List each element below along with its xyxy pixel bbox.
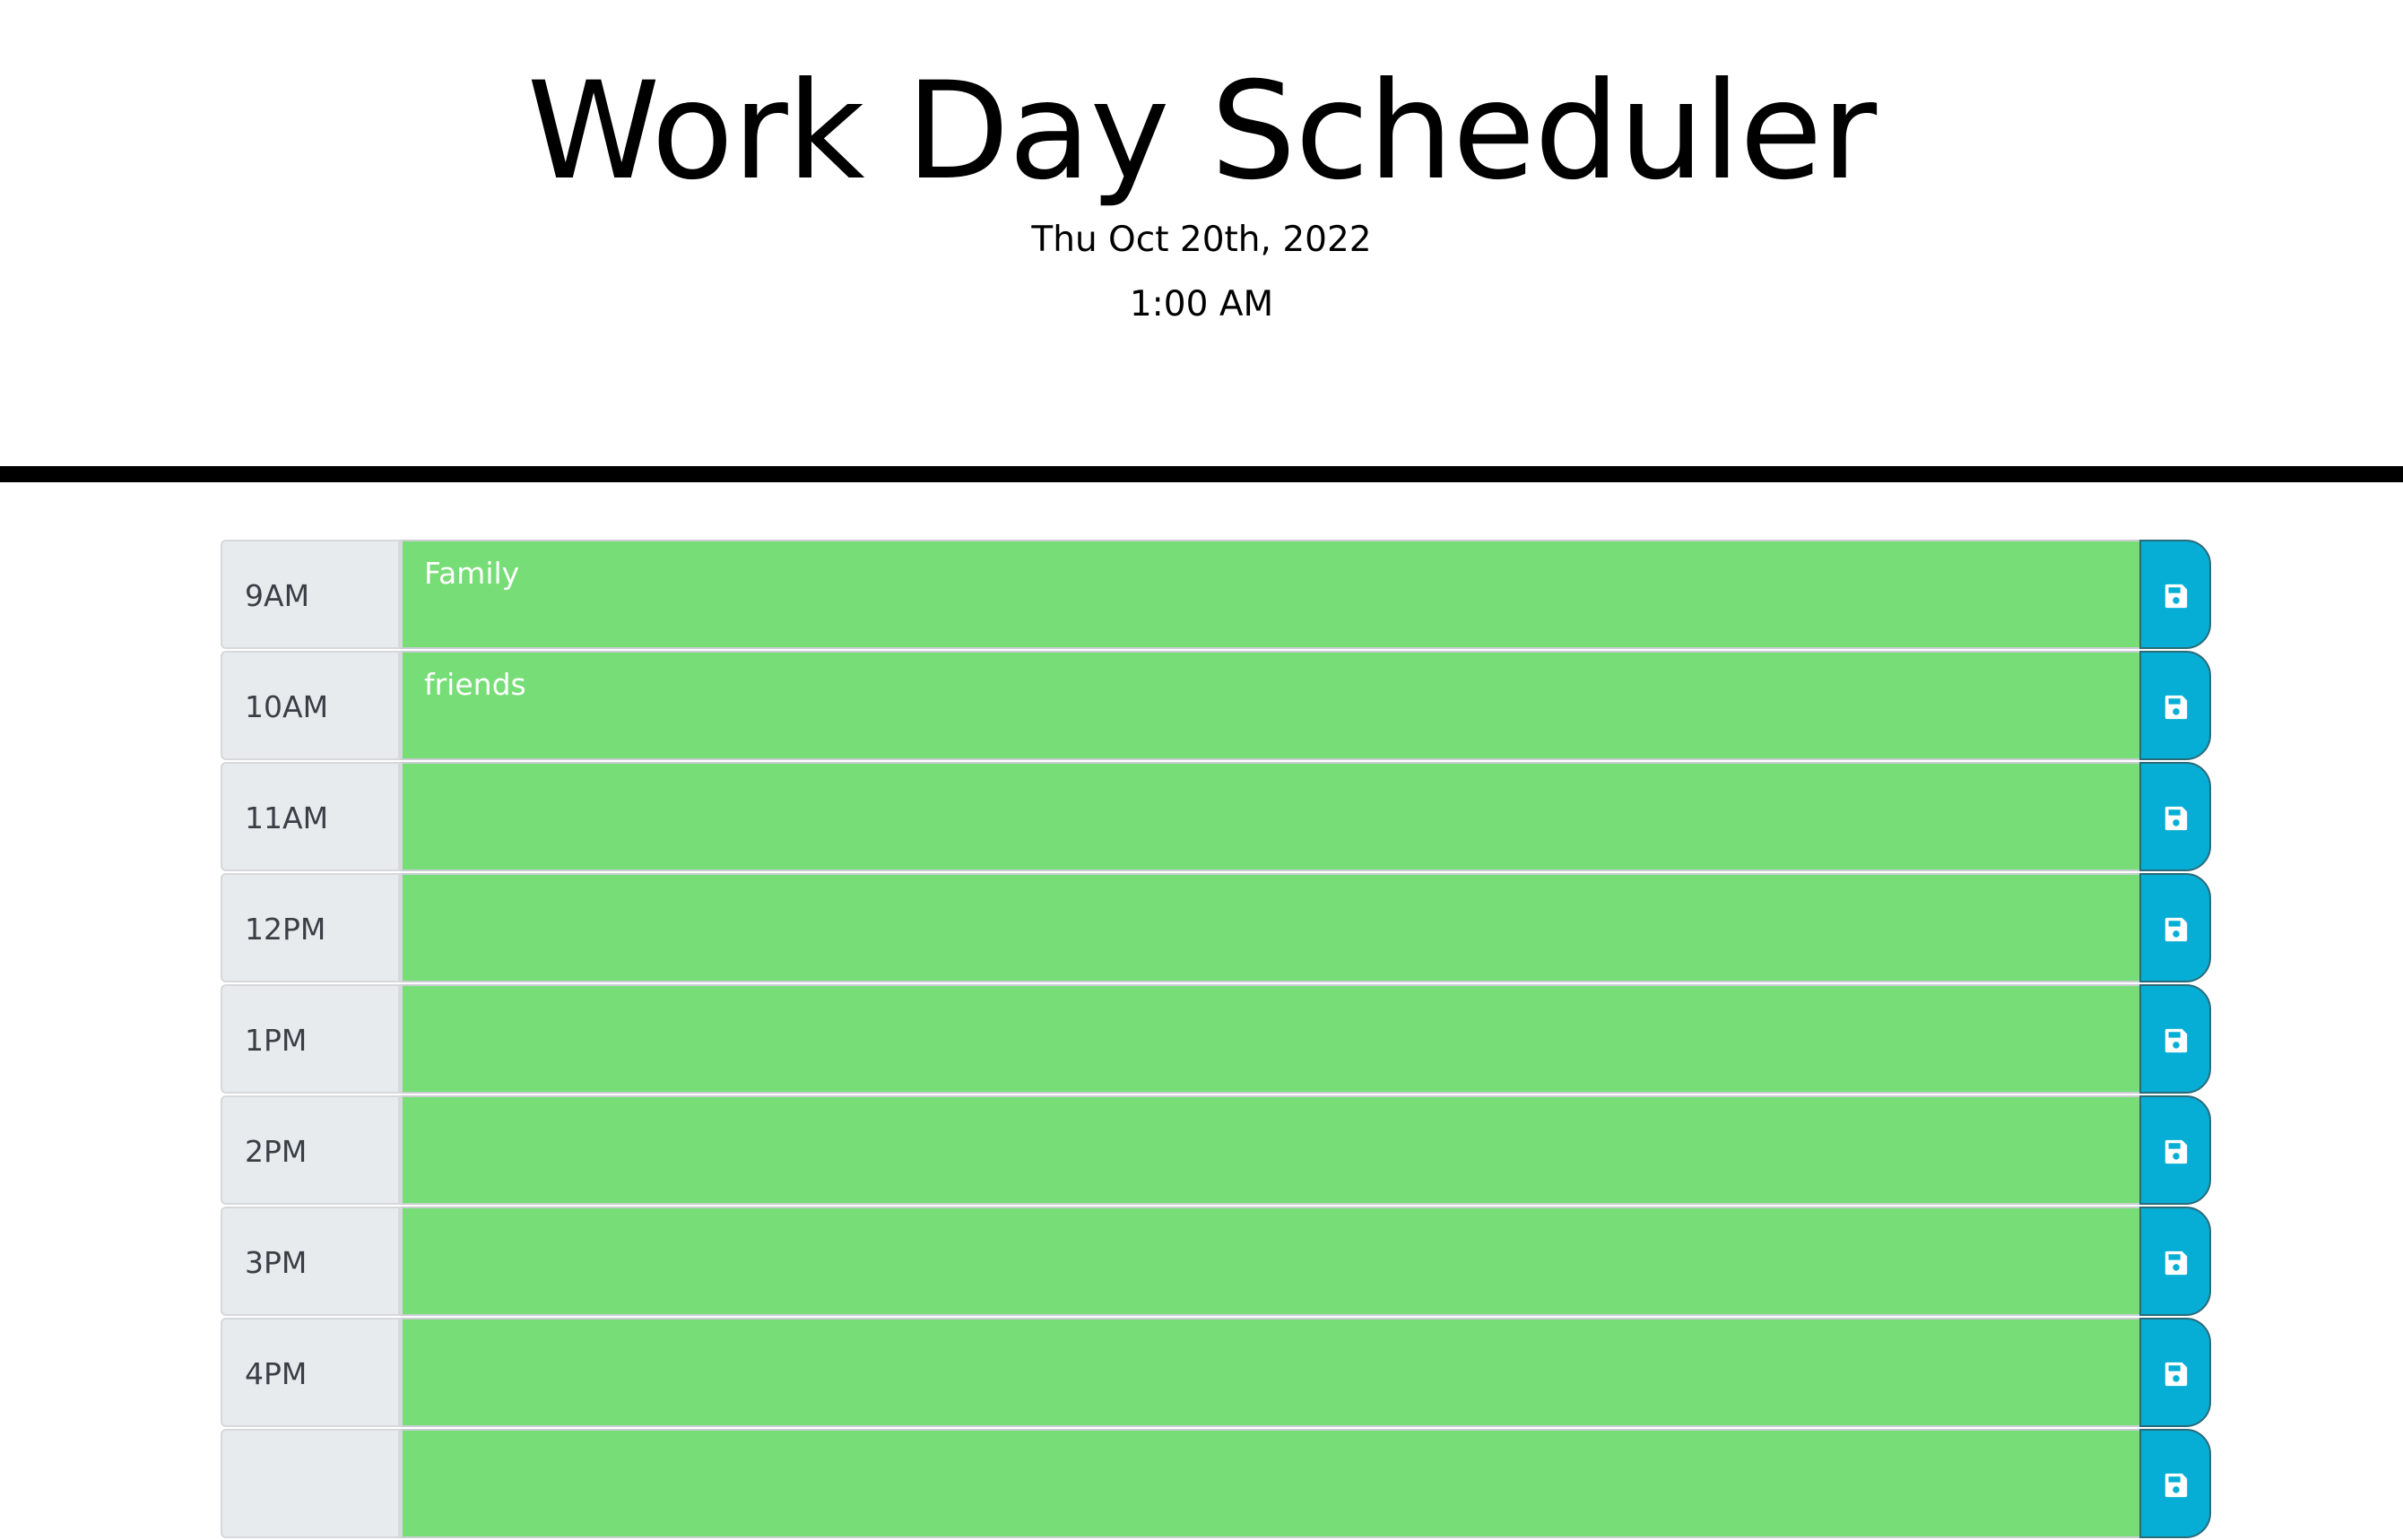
floppy-disk-icon: [2163, 583, 2190, 610]
hour-block: 2PM: [221, 1095, 400, 1205]
floppy-disk-icon: [2163, 1250, 2190, 1276]
save-button-3pm[interactable]: [2139, 1207, 2211, 1316]
hour-block: 11AM: [221, 762, 400, 871]
save-button-9am[interactable]: [2139, 540, 2211, 649]
hour-block: 4PM: [221, 1318, 400, 1427]
time-block-row: [221, 1429, 2211, 1540]
time-block-list: 9AM Family 10AM friends: [221, 540, 2211, 1540]
description-textarea-4pm[interactable]: [400, 1318, 2141, 1427]
hour-label: 3PM: [245, 1245, 308, 1280]
floppy-disk-icon: [2163, 1138, 2190, 1165]
current-time: 1:00 AM: [1129, 284, 1274, 324]
hour-block: [221, 1429, 400, 1538]
hour-label: 9AM: [245, 578, 310, 613]
time-block-row: 1PM: [221, 984, 2211, 1095]
save-button-10am[interactable]: [2139, 651, 2211, 760]
save-button-1pm[interactable]: [2139, 984, 2211, 1094]
hour-block: 1PM: [221, 984, 400, 1094]
hour-label: 11AM: [245, 800, 329, 835]
time-block-row: 4PM: [221, 1318, 2211, 1429]
save-button-11am[interactable]: [2139, 762, 2211, 871]
hour-label: 4PM: [245, 1356, 308, 1391]
hour-block: 10AM: [221, 651, 400, 760]
hour-block: 12PM: [221, 873, 400, 982]
hour-label: 1PM: [245, 1023, 308, 1058]
time-block-row: 3PM: [221, 1207, 2211, 1318]
time-block-row: 10AM friends: [221, 651, 2211, 762]
description-textarea-3pm[interactable]: [400, 1207, 2141, 1316]
save-button-row-8[interactable]: [2139, 1429, 2211, 1538]
hour-label: 12PM: [245, 912, 326, 947]
description-textarea-row-8[interactable]: [400, 1429, 2141, 1538]
floppy-disk-icon: [2163, 694, 2190, 721]
description-textarea-10am[interactable]: friends: [400, 651, 2141, 760]
save-button-12pm[interactable]: [2139, 873, 2211, 982]
header: Work Day Scheduler Thu Oct 20th, 2022 1:…: [0, 0, 2403, 482]
description-textarea-2pm[interactable]: [400, 1095, 2141, 1205]
floppy-disk-icon: [2163, 916, 2190, 943]
time-block-row: 12PM: [221, 873, 2211, 984]
hour-block: 3PM: [221, 1207, 400, 1316]
floppy-disk-icon: [2163, 1361, 2190, 1388]
description-text: friends: [424, 667, 526, 702]
description-textarea-12pm[interactable]: [400, 873, 2141, 982]
hour-label: 2PM: [245, 1134, 308, 1169]
description-textarea-1pm[interactable]: [400, 984, 2141, 1094]
hour-block: 9AM: [221, 540, 400, 649]
time-block-row: 9AM Family: [221, 540, 2211, 651]
floppy-disk-icon: [2163, 1027, 2190, 1054]
save-button-2pm[interactable]: [2139, 1095, 2211, 1205]
floppy-disk-icon: [2163, 805, 2190, 832]
save-button-4pm[interactable]: [2139, 1318, 2211, 1427]
hour-label: 10AM: [245, 689, 329, 724]
description-textarea-9am[interactable]: Family: [400, 540, 2141, 649]
page-title: Work Day Scheduler: [526, 54, 1877, 210]
time-block-row: 11AM: [221, 762, 2211, 873]
description-text: Family: [424, 556, 520, 591]
current-date: Thu Oct 20th, 2022: [1031, 220, 1372, 260]
time-block-row: 2PM: [221, 1095, 2211, 1207]
description-textarea-11am[interactable]: [400, 762, 2141, 871]
floppy-disk-icon: [2163, 1472, 2190, 1499]
